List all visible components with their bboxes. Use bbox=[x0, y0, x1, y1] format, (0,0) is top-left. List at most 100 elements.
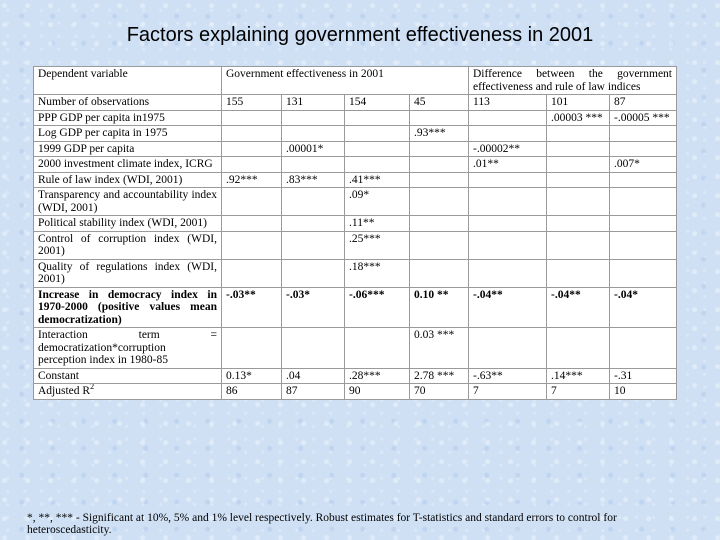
row-label: Control of corruption index (WDI, 2001) bbox=[33, 230, 222, 260]
table-cell bbox=[221, 258, 282, 288]
table-cell bbox=[608, 140, 678, 157]
table-cell bbox=[608, 327, 678, 369]
table-cell: 7 bbox=[546, 383, 610, 400]
table-cell bbox=[409, 215, 469, 232]
table-cell bbox=[281, 230, 345, 260]
table-cell: -.04* bbox=[608, 286, 678, 328]
row-label-text: 2000 investment climate index, ICRG bbox=[38, 158, 213, 170]
table-cell: -.31 bbox=[608, 367, 678, 384]
table-cell bbox=[281, 156, 345, 173]
table-cell: -.00005 *** bbox=[608, 109, 678, 126]
table-cell bbox=[608, 215, 678, 232]
table-cell bbox=[546, 140, 610, 157]
table-cell bbox=[281, 187, 345, 216]
table-row: Political stability index (WDI, 2001) .11… bbox=[33, 215, 678, 232]
row-label: Log GDP per capita in 1975 bbox=[33, 125, 222, 142]
row-label-text: Constant bbox=[38, 369, 79, 382]
table-row: Log GDP per capita in 1975 .93*** bbox=[33, 125, 678, 142]
row-label: Adjusted R2 bbox=[33, 383, 222, 400]
table-cell bbox=[608, 171, 678, 188]
table-cell bbox=[468, 171, 547, 188]
table-cell: 7 bbox=[468, 383, 547, 400]
dependent-variable-label: Dependent variable bbox=[33, 66, 222, 95]
header-row: Dependent variable Government effectiven… bbox=[33, 66, 678, 95]
table-cell bbox=[409, 156, 469, 173]
table-cell bbox=[281, 215, 345, 232]
group-difference-indices: Difference between the government effect… bbox=[467, 66, 678, 95]
table-cell: 10 bbox=[608, 383, 678, 400]
table-cell bbox=[409, 258, 469, 288]
table-cell bbox=[546, 171, 610, 188]
row-label-text: Adjusted R bbox=[38, 385, 91, 397]
table-cell bbox=[221, 125, 282, 142]
table-cell: 113 bbox=[468, 94, 547, 111]
row-label-text: Increase in democracy index in 1970-2000… bbox=[38, 288, 217, 326]
table-cell bbox=[409, 230, 469, 260]
table-cell bbox=[546, 327, 610, 369]
table-cell: .00001* bbox=[281, 140, 345, 157]
row-label: Increase in democracy index in 1970-2000… bbox=[33, 286, 222, 328]
row-label: PPP GDP per capita in1975 bbox=[33, 109, 222, 126]
table-cell bbox=[468, 327, 547, 369]
table-cell bbox=[281, 125, 345, 142]
row-label: 2000 investment climate index, ICRG bbox=[33, 156, 222, 173]
table-cell: 131 bbox=[281, 94, 345, 111]
table-cell bbox=[281, 109, 345, 126]
table-cell: 87 bbox=[608, 94, 678, 111]
table-row: Quality of regulations index (WDI, 2001)… bbox=[33, 258, 678, 288]
table-row: Increase in democracy index in 1970-2000… bbox=[33, 286, 678, 328]
table-cell bbox=[546, 156, 610, 173]
table-cell: -.00002** bbox=[468, 140, 547, 157]
table-cell: .92*** bbox=[221, 171, 282, 188]
row-label: 1999 GDP per capita bbox=[33, 140, 222, 157]
row-label-text: Interaction term = democratization*corru… bbox=[38, 329, 217, 366]
row-label-text: Log GDP per capita in 1975 bbox=[38, 127, 168, 139]
table-cell bbox=[546, 215, 610, 232]
table-cell: -.63** bbox=[468, 367, 547, 384]
row-label-text: Control of corruption index (WDI, 2001) bbox=[38, 232, 217, 258]
row-label-text: Number of observations bbox=[38, 96, 150, 108]
row-label-text: Rule of law index (WDI, 2001) bbox=[38, 173, 183, 186]
table-cell bbox=[608, 125, 678, 142]
table-cell: 154 bbox=[344, 94, 410, 111]
table-cell bbox=[468, 258, 547, 288]
table-cell: .28*** bbox=[344, 367, 410, 384]
table-row: Adjusted R2 86 87 90 70 7 7 10 bbox=[33, 383, 678, 400]
table-cell: 101 bbox=[546, 94, 610, 111]
table-cell bbox=[221, 109, 282, 126]
table-row: Rule of law index (WDI, 2001) .92*** .83**… bbox=[33, 171, 678, 188]
table-cell bbox=[409, 140, 469, 157]
slide-title: Factors explaining government effectiven… bbox=[126, 24, 594, 46]
table-cell bbox=[608, 258, 678, 288]
table-cell bbox=[409, 109, 469, 126]
table-cell bbox=[468, 109, 547, 126]
table-cell bbox=[221, 187, 282, 216]
row-label: Rule of law index (WDI, 2001) bbox=[33, 171, 222, 188]
table-cell: -.06*** bbox=[344, 286, 410, 328]
row-label-text: PPP GDP per capita in1975 bbox=[38, 111, 165, 124]
table-cell: -.03* bbox=[281, 286, 345, 328]
table-cell: .00003 *** bbox=[546, 109, 610, 126]
row-label: Number of observations bbox=[33, 94, 222, 111]
table-cell bbox=[221, 327, 282, 369]
table-cell bbox=[221, 156, 282, 173]
table-cell: .007* bbox=[608, 156, 678, 173]
table-cell bbox=[468, 125, 547, 142]
table-cell: -.04** bbox=[468, 286, 547, 328]
table-cell bbox=[344, 109, 410, 126]
table-cell bbox=[344, 327, 410, 369]
table-row: 2000 investment climate index, ICRG .01**… bbox=[33, 156, 678, 173]
table-cell bbox=[221, 215, 282, 232]
table-row: Number of observations 155 131 154 45 113 101 8… bbox=[33, 94, 678, 111]
table-cell bbox=[409, 171, 469, 188]
table-cell: 155 bbox=[221, 94, 282, 111]
table-cell: 90 bbox=[344, 383, 410, 400]
table-cell: .18*** bbox=[344, 258, 410, 288]
row-label-text: Political stability index (WDI, 2001) bbox=[38, 217, 207, 229]
table-cell: 70 bbox=[409, 383, 469, 400]
table-cell bbox=[281, 327, 345, 369]
table-row: Constant 0.13* .04.28*** 2.78 *** -.63** .14*… bbox=[33, 367, 678, 384]
table-cell: .04 bbox=[281, 367, 345, 384]
row-label-text: Quality of regulations index (WDI, 2001) bbox=[38, 260, 217, 286]
table-cell bbox=[546, 230, 610, 260]
